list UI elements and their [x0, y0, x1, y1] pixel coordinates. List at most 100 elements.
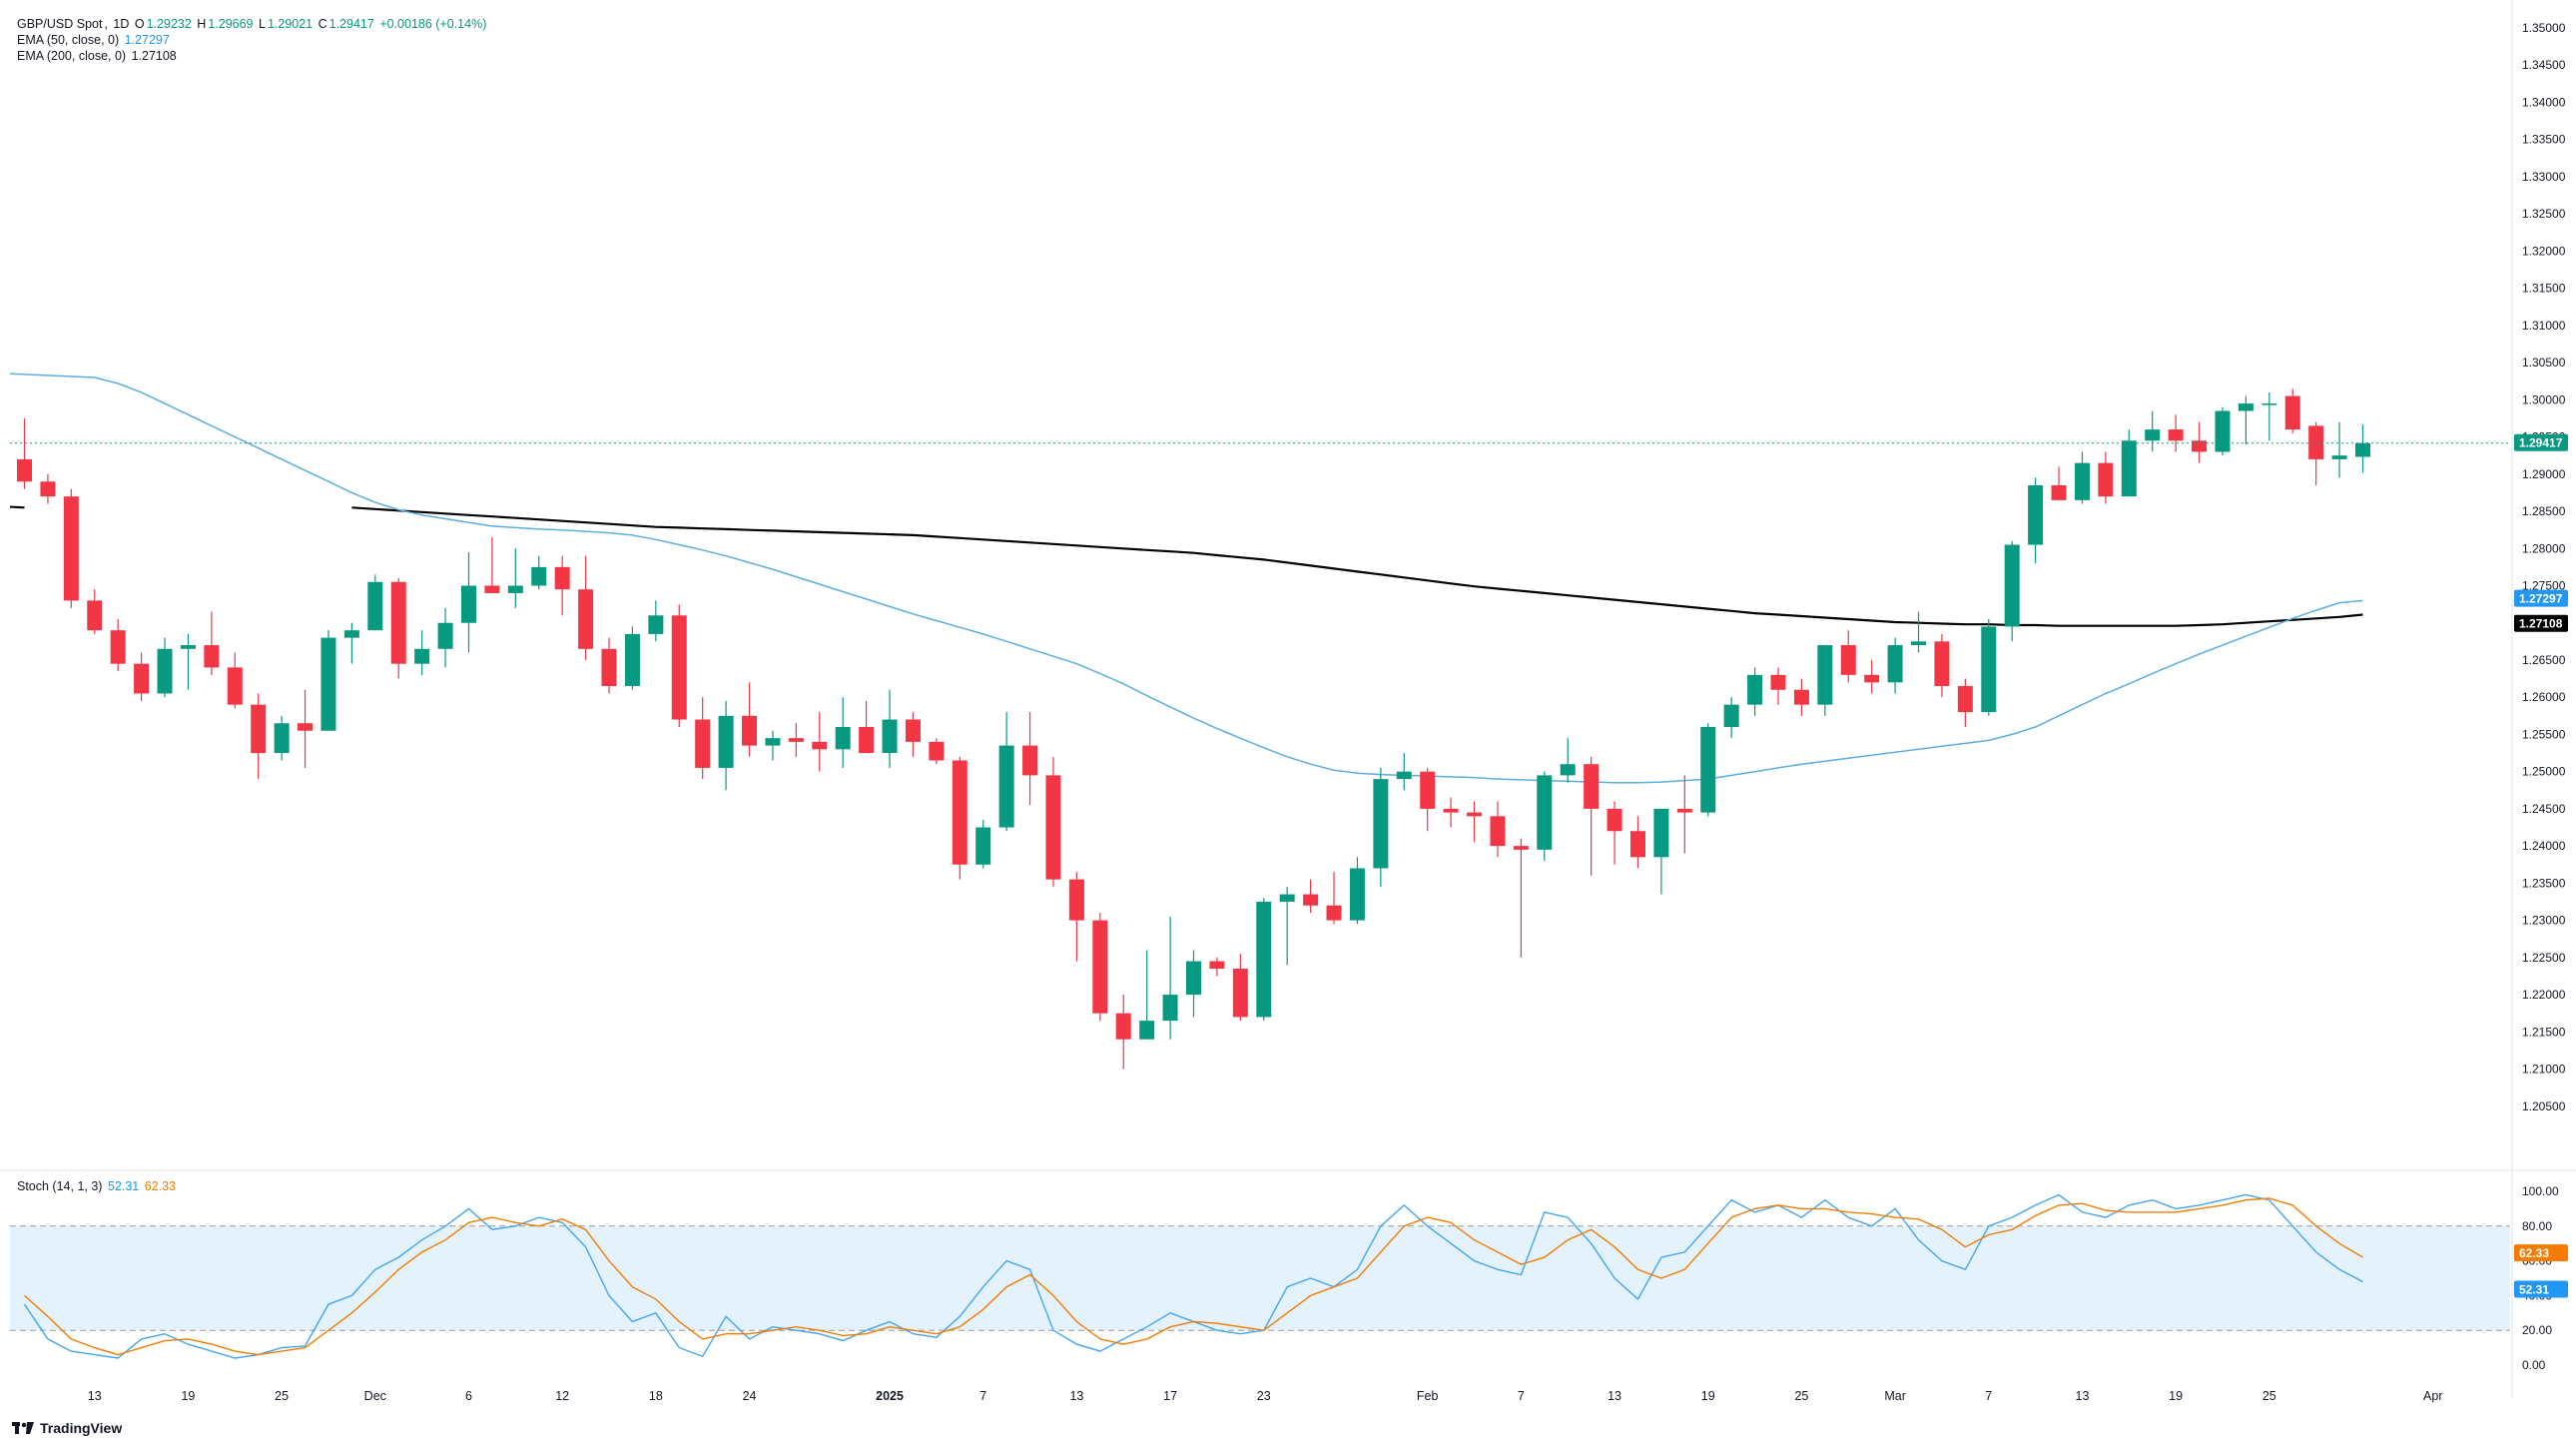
candle[interactable] — [1560, 738, 1576, 783]
candle[interactable] — [998, 712, 1014, 832]
candle[interactable] — [367, 574, 383, 631]
stoch-legend[interactable]: Stoch (14, 1, 3) 52.31 62.33 — [17, 1178, 178, 1194]
candle[interactable] — [1747, 667, 1763, 716]
candle[interactable] — [742, 682, 758, 757]
candle[interactable] — [2168, 414, 2184, 452]
candle[interactable] — [1420, 767, 1436, 832]
candle[interactable] — [718, 700, 734, 791]
candle[interactable] — [2145, 410, 2161, 452]
candle[interactable] — [1911, 611, 1927, 653]
candle[interactable] — [788, 723, 804, 757]
candle[interactable] — [298, 689, 314, 768]
candle[interactable] — [1209, 957, 1225, 977]
candle[interactable] — [1537, 771, 1553, 862]
candle[interactable] — [554, 555, 570, 616]
candle[interactable] — [859, 700, 875, 754]
candle[interactable] — [180, 633, 196, 690]
candle[interactable] — [905, 712, 921, 757]
candle[interactable] — [1957, 678, 1973, 727]
candle[interactable] — [1629, 816, 1645, 869]
candle[interactable] — [1349, 857, 1365, 925]
candle[interactable] — [1793, 678, 1809, 716]
candle[interactable] — [437, 607, 453, 668]
candle[interactable] — [1303, 879, 1319, 914]
candle[interactable] — [1068, 872, 1084, 962]
candle[interactable] — [157, 637, 173, 698]
candle[interactable] — [274, 715, 290, 761]
candle[interactable] — [1607, 801, 1622, 865]
candle[interactable] — [134, 652, 150, 701]
candle[interactable] — [1770, 667, 1786, 705]
candlestick-series[interactable] — [17, 388, 2370, 1070]
time-axis[interactable]: 13 19 25 Dec 6 12 18 24 2025 7 13 17 23 Feb 7 13 19 25 Mar… — [88, 1389, 2443, 1403]
candle[interactable] — [1022, 712, 1038, 806]
candle[interactable] — [1162, 916, 1178, 1040]
candle[interactable] — [765, 730, 781, 761]
candle[interactable] — [648, 600, 664, 642]
candle[interactable] — [2028, 477, 2044, 564]
candle[interactable] — [1092, 913, 1108, 1022]
candle[interactable] — [1887, 637, 1903, 694]
candle[interactable] — [671, 604, 687, 727]
candle[interactable] — [1326, 872, 1342, 925]
candle[interactable] — [1139, 950, 1155, 1040]
candle[interactable] — [531, 555, 547, 590]
candle[interactable] — [484, 537, 500, 593]
candle[interactable] — [1723, 697, 1739, 739]
candle[interactable] — [1513, 838, 1529, 958]
candle[interactable] — [1934, 633, 1950, 698]
candle[interactable] — [2074, 451, 2090, 504]
candle[interactable] — [1840, 630, 1856, 683]
candle[interactable] — [2261, 391, 2277, 441]
tradingview-brand[interactable]: TradingView — [12, 1420, 122, 1436]
symbol-legend[interactable]: GBP/USD Spot, 1D O 1.29232 H 1.29669 L 1.29… — [17, 17, 487, 31]
candle[interactable] — [1584, 756, 1600, 876]
candle[interactable] — [17, 417, 32, 489]
candle[interactable] — [835, 697, 851, 768]
candle[interactable] — [952, 756, 967, 880]
candle[interactable] — [2192, 421, 2208, 463]
candle[interactable] — [624, 626, 640, 690]
candle[interactable] — [812, 712, 828, 772]
candle[interactable] — [2098, 451, 2114, 504]
candle[interactable] — [2051, 466, 2067, 500]
candle[interactable] — [2121, 429, 2137, 497]
candle[interactable] — [460, 551, 476, 653]
candle[interactable] — [601, 637, 617, 694]
candle[interactable] — [1700, 723, 1716, 817]
ema200-legend[interactable]: EMA (200, close, 0) 1.27108 — [17, 48, 179, 64]
candle[interactable] — [1864, 659, 1880, 694]
candle[interactable] — [1373, 767, 1389, 888]
candle[interactable] — [2238, 395, 2254, 445]
candle[interactable] — [2284, 388, 2300, 433]
candle[interactable] — [2215, 406, 2231, 456]
candle[interactable] — [343, 622, 359, 664]
price-axis[interactable]: 1.35000 1.34500 1.34000 1.33500 1.33000 1.325… — [2522, 21, 2566, 1113]
candle[interactable] — [204, 611, 220, 675]
candle[interactable] — [251, 693, 267, 780]
candle[interactable] — [110, 619, 126, 672]
candle[interactable] — [227, 652, 243, 709]
candle[interactable] — [695, 697, 711, 780]
candle[interactable] — [1232, 954, 1248, 1022]
candle[interactable] — [1676, 775, 1692, 854]
ema50-legend[interactable]: EMA (50, close, 0) 1.27297 — [17, 32, 172, 48]
candle[interactable] — [1279, 887, 1295, 966]
candle[interactable] — [63, 488, 79, 608]
candle[interactable] — [882, 689, 898, 768]
candle[interactable] — [390, 578, 406, 679]
candle[interactable] — [1443, 797, 1459, 828]
candle[interactable] — [1115, 995, 1131, 1070]
candle[interactable] — [2331, 421, 2347, 478]
candle[interactable] — [1045, 756, 1061, 888]
candle[interactable] — [40, 473, 56, 504]
candle[interactable] — [1981, 619, 1997, 716]
candle[interactable] — [2004, 540, 2020, 642]
candle[interactable] — [578, 555, 594, 660]
candle[interactable] — [1490, 801, 1506, 858]
candle[interactable] — [507, 548, 523, 608]
candle[interactable] — [321, 630, 336, 731]
candle[interactable] — [1186, 950, 1201, 1018]
